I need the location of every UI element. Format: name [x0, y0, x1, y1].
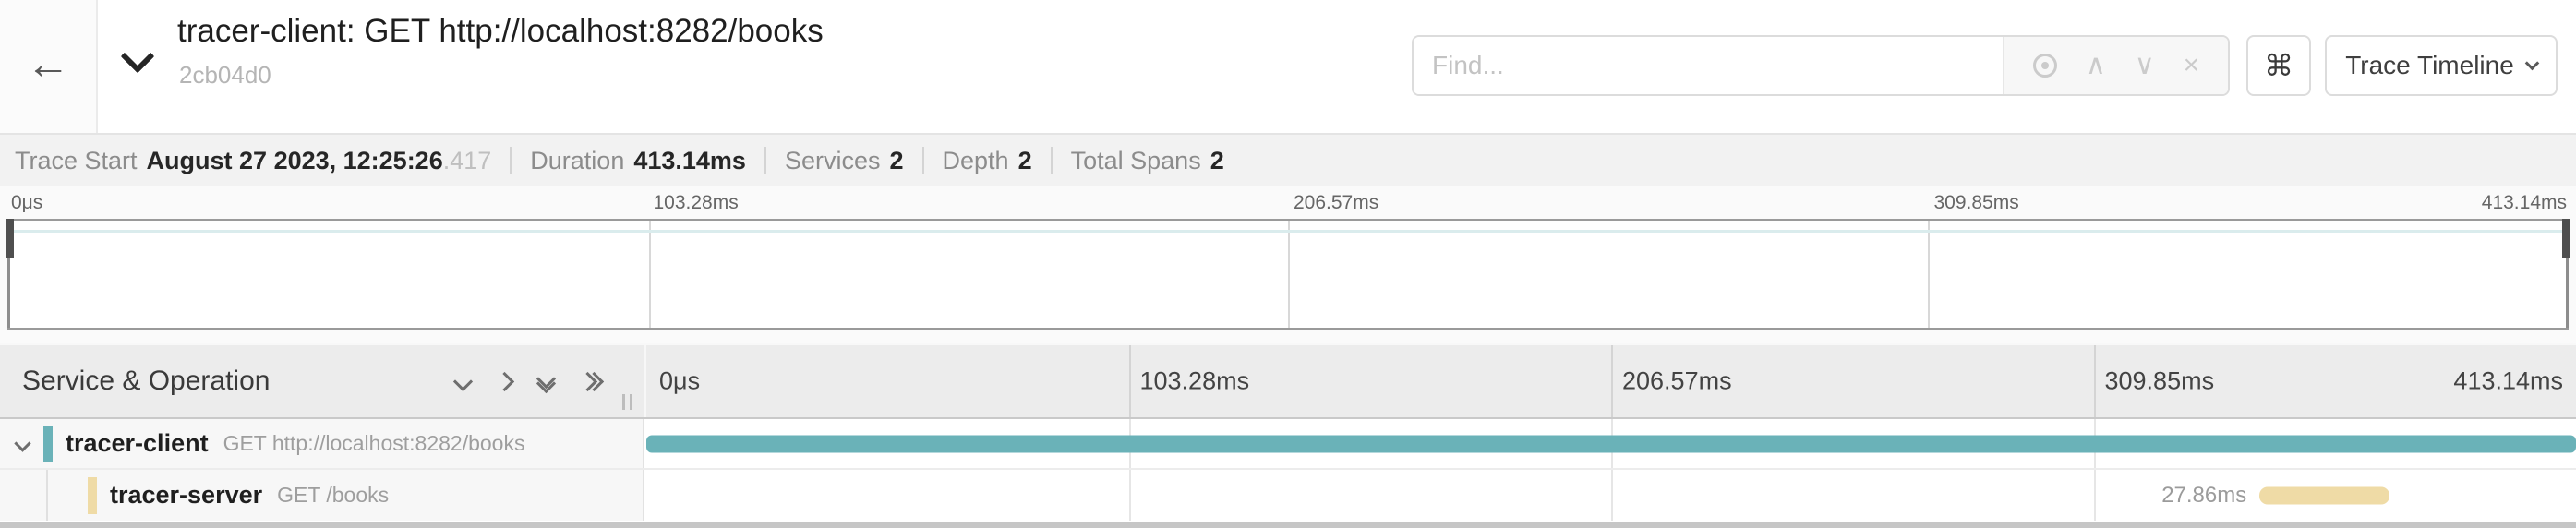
summary-label: Total Spans: [1070, 146, 1201, 174]
timeline-tick: 413.14ms: [2453, 366, 2563, 395]
summary-value: August 27 2023, 12:25:26.417: [146, 146, 492, 174]
summary-value: 2: [889, 146, 904, 174]
minimap-gridline: [1927, 221, 1930, 328]
trace-view-dropdown[interactable]: Trace Timeline: [2325, 35, 2558, 96]
minimap-tick: 413.14ms: [2481, 192, 2567, 213]
span-row-timeline: [646, 419, 2576, 468]
minimap-canvas[interactable]: [6, 219, 2570, 330]
chevron-down-icon: [2524, 55, 2540, 70]
collapse-one-icon[interactable]: [452, 371, 474, 391]
timeline-header-cell: 0μs 103.28ms 206.57ms 309.85ms 413.14ms: [646, 345, 2576, 417]
span-name-cell[interactable]: tracer-server GET /books: [0, 470, 644, 521]
horizontal-scrollbar[interactable]: [0, 522, 2576, 528]
expand-collapse-controls: [452, 368, 605, 394]
trace-minimap-section: 0μs 103.28ms 206.57ms 309.85ms 413.14ms: [0, 186, 2576, 343]
divider: [921, 147, 924, 174]
command-icon: ⌘: [2264, 49, 2293, 82]
operation-name: GET /books: [277, 483, 390, 507]
viewport-left-scrubber[interactable]: [6, 219, 14, 258]
service-operation-header-cell: Service & Operation: [0, 345, 644, 417]
back-arrow-icon: ←: [26, 39, 70, 89]
minimap-gridline: [1288, 221, 1290, 328]
find-input[interactable]: [1414, 37, 2003, 94]
summary-label: Depth: [942, 146, 1009, 174]
timeline-gridline: [1611, 345, 1613, 417]
timeline-gridline: [1128, 345, 1131, 417]
span-duration-label: 27.86ms: [2161, 482, 2247, 508]
viewport-left-line: [7, 221, 10, 328]
divider: [1050, 147, 1053, 174]
service-name: tracer-client: [66, 429, 209, 457]
row-chevron-down-icon[interactable]: [14, 435, 31, 452]
column-resize-handle[interactable]: [622, 394, 632, 410]
find-clear-icon[interactable]: ×: [2183, 50, 2200, 80]
service-name: tracer-server: [110, 481, 263, 509]
find-group: ∧ ∨ ×: [1412, 35, 2230, 96]
viewport-right-scrubber[interactable]: [2562, 219, 2570, 258]
summary-value: 2: [1210, 146, 1224, 174]
service-operation-header-label: Service & Operation: [22, 366, 271, 396]
back-button[interactable]: ←: [0, 0, 98, 133]
page-header: ← tracer-client: GET http://localhost:82…: [0, 0, 2576, 135]
collapse-all-icon[interactable]: [536, 368, 557, 394]
minimap-gridline: [648, 221, 651, 328]
focus-match-icon[interactable]: [2032, 54, 2057, 78]
trace-id: 2cb04d0: [179, 61, 271, 89]
viewport-right-line: [2566, 221, 2569, 328]
minimap-tick: 0μs: [11, 192, 43, 213]
timeline-tick: 309.85ms: [2104, 366, 2215, 395]
find-prev-icon[interactable]: ∧: [2085, 50, 2106, 80]
minimap-span-tracer-client: [9, 221, 2567, 233]
timeline-gridline: [1128, 470, 1131, 521]
minimap-ticks: 0μs 103.28ms 206.57ms 309.85ms 413.14ms: [7, 192, 2569, 216]
span-bar-tracer-client[interactable]: [646, 435, 2576, 452]
span-row-tracer-server[interactable]: 27.86ms tracer-server GET /books: [0, 470, 2576, 521]
timeline-gridline: [2093, 345, 2096, 417]
expand-one-icon[interactable]: [494, 371, 515, 391]
expand-all-icon[interactable]: [577, 371, 605, 391]
summary-label: Duration: [530, 146, 625, 174]
minimap-tick: 206.57ms: [1294, 192, 1379, 213]
tree-indent-guide: [46, 470, 48, 521]
span-rows: tracer-client GET http://localhost:8282/…: [0, 419, 2576, 522]
minimap-tick: 309.85ms: [1933, 192, 2019, 213]
column-divider: [644, 345, 646, 417]
timeline-gridline: [1611, 470, 1613, 521]
summary-value: 2: [1017, 146, 1032, 174]
summary-value: 413.14ms: [633, 146, 746, 174]
summary-suffix: .417: [442, 146, 492, 174]
find-tools: ∧ ∨ ×: [2003, 37, 2228, 94]
divider: [764, 147, 766, 174]
keyboard-shortcuts-button[interactable]: ⌘: [2246, 35, 2311, 96]
divider: [510, 147, 512, 174]
summary-label: Trace Start: [15, 146, 138, 174]
timeline-tick: 206.57ms: [1622, 366, 1732, 395]
find-next-icon[interactable]: ∨: [2134, 50, 2155, 80]
trace-summary-bar: Trace Start August 27 2023, 12:25:26.417…: [0, 135, 2576, 186]
summary-label: Services: [784, 146, 881, 174]
span-bar-tracer-server[interactable]: [2259, 486, 2390, 504]
timeline-tick: 0μs: [659, 366, 701, 395]
minimap-span-tracer-server: [2139, 283, 2313, 295]
operation-name: GET http://localhost:8282/books: [223, 431, 525, 455]
span-name-cell[interactable]: tracer-client GET http://localhost:8282/…: [0, 419, 644, 468]
timeline-gridline: [2093, 470, 2096, 521]
service-color-chip: [43, 425, 53, 462]
minimap-tick: 103.28ms: [653, 192, 739, 213]
span-table-header: Service & Operation 0μs 103.28ms 206.57m…: [0, 343, 2576, 419]
span-row-timeline: 27.86ms: [646, 470, 2576, 521]
trace-view-dropdown-label: Trace Timeline: [2345, 51, 2514, 79]
trace-header-chevron-down-icon[interactable]: [120, 39, 155, 74]
page-title: tracer-client: GET http://localhost:8282…: [177, 13, 824, 49]
service-color-chip: [88, 476, 97, 514]
timeline-tick: 103.28ms: [1139, 366, 1250, 395]
span-row-tracer-client[interactable]: tracer-client GET http://localhost:8282/…: [0, 419, 2576, 470]
